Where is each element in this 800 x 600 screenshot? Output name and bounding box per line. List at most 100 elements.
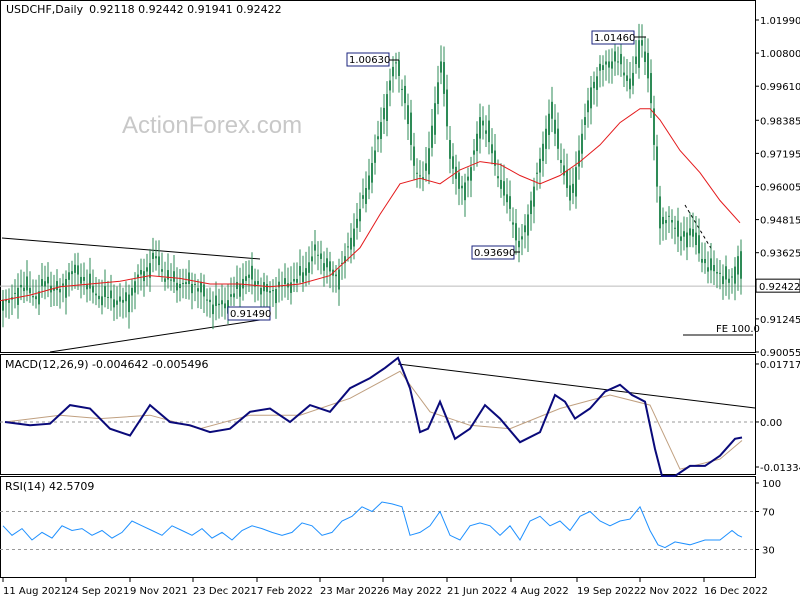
candle-body <box>326 258 328 268</box>
candle-body <box>128 294 130 313</box>
candle-body <box>176 282 178 291</box>
candle-body <box>221 300 223 305</box>
candle-body <box>170 279 172 281</box>
candle-body <box>167 270 169 280</box>
candle-body <box>467 176 469 181</box>
candle-body <box>461 185 463 189</box>
candle-body <box>152 252 154 259</box>
candle-body <box>671 220 673 223</box>
candle-body <box>173 271 175 282</box>
candle-body <box>89 273 91 289</box>
candle-body <box>62 283 64 286</box>
candle-body <box>215 295 217 306</box>
candle-body <box>503 181 505 196</box>
candle-body <box>143 271 145 282</box>
current-price-badge <box>755 278 800 293</box>
annotation-low-1: 0.93690 <box>474 248 515 259</box>
candle-body <box>314 244 316 251</box>
candle-body <box>98 295 100 300</box>
candle-body <box>590 87 592 109</box>
candle-body <box>578 150 580 167</box>
annotation-low-2: 0.91490 <box>230 309 271 320</box>
candle-body <box>80 276 82 284</box>
x-axis-label: 6 May 2022 <box>383 586 442 597</box>
candle-body <box>449 140 451 159</box>
candle-body <box>86 284 88 290</box>
candle-body <box>428 148 430 175</box>
candle-body <box>101 296 103 306</box>
candle-body <box>476 133 478 152</box>
candle-body <box>179 283 181 289</box>
candle-body <box>524 225 526 233</box>
candle-body <box>443 62 445 94</box>
candle-body <box>563 165 565 176</box>
candle-body <box>488 120 490 143</box>
x-axis-label: 19 Sep 2022 <box>577 586 640 597</box>
candle-body <box>422 177 424 180</box>
candle-body <box>218 303 220 306</box>
candle-body <box>266 284 268 292</box>
candle-body <box>299 266 301 276</box>
candle-body <box>338 269 340 290</box>
candle-body <box>104 285 106 297</box>
candle-body <box>635 56 637 65</box>
symbol-text: USDCHF,Daily <box>6 3 84 16</box>
candle-body <box>242 278 244 289</box>
candle-body <box>110 290 112 299</box>
candle-body <box>734 266 736 284</box>
candle-body <box>632 72 634 86</box>
candle-body <box>320 253 322 259</box>
candle-body <box>356 218 358 228</box>
candle-body <box>140 269 142 275</box>
candle-body <box>59 288 61 293</box>
candle-body <box>575 167 577 197</box>
price-axis-label: 1.00800 <box>760 49 800 60</box>
candle-body <box>434 103 436 135</box>
rsi-panel-frame <box>0 476 756 578</box>
candle-body <box>464 182 466 201</box>
candle-body <box>659 196 661 229</box>
candle-body <box>722 276 724 284</box>
triangle-upper-trendline <box>1 237 261 260</box>
candle-body <box>275 288 277 304</box>
candle-body <box>161 269 163 272</box>
candle-body <box>278 281 280 288</box>
candle-body <box>23 287 25 292</box>
candle-body <box>77 265 79 275</box>
candle-body <box>677 220 679 237</box>
watermark: ActionForex.com <box>122 112 302 139</box>
macd-label: MACD(12,26,9) -0.004642 -0.005496 <box>5 358 208 371</box>
price-axis-label: 0.96005 <box>760 182 800 193</box>
candle-body <box>158 256 160 266</box>
candle-body <box>500 179 502 189</box>
candle-body <box>389 80 391 91</box>
ohlc-text: 0.92118 0.92442 0.91941 0.92422 <box>89 3 281 16</box>
candle-body <box>5 300 7 302</box>
candle-body <box>329 261 331 272</box>
candle-body <box>392 66 394 77</box>
candle-body <box>131 287 133 296</box>
candle-body <box>593 81 595 89</box>
candle-body <box>557 128 559 149</box>
x-axis-label: 23 Mar 2022 <box>320 586 383 597</box>
candle-body <box>92 285 94 293</box>
candle-body <box>668 215 670 217</box>
macd-layer <box>0 356 756 477</box>
candle-body <box>377 136 379 140</box>
candle-body <box>383 107 385 120</box>
candle-body <box>308 262 310 273</box>
candle-body <box>56 281 58 291</box>
candle-body <box>401 88 403 90</box>
candle-body <box>599 63 601 71</box>
candle-body <box>293 278 295 282</box>
fe-label: FE 100.0 <box>716 324 760 335</box>
candle-body <box>569 185 571 201</box>
candle-body <box>95 293 97 296</box>
candle-body <box>272 290 274 292</box>
candle-body <box>731 276 733 278</box>
candle-body <box>185 282 187 284</box>
candle-body <box>188 272 190 284</box>
macd-axis-label: 0.017176 <box>760 360 800 371</box>
candle-body <box>233 293 235 298</box>
candle-body <box>257 281 259 285</box>
